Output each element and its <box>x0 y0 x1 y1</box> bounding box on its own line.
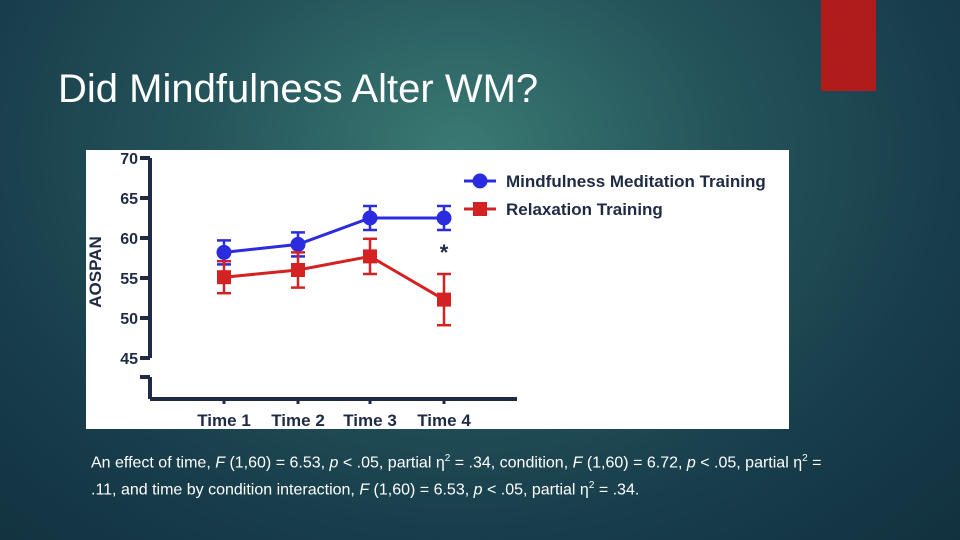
y-tick-label: 65 <box>120 191 138 208</box>
chart-panel: AOSPAN 70 65 60 55 50 45 Time 1 Time 2 Time 3 Tim… <box>86 150 789 429</box>
y-tick-label: 60 <box>120 231 138 248</box>
legend-label-mindfulness: Mindfulness Meditation Training <box>506 172 766 191</box>
slide-title: Did Mindfulness Alter WM? <box>58 66 539 111</box>
y-tick-label: 55 <box>120 271 138 288</box>
relaxation-data-point <box>437 292 451 307</box>
legend-label-relaxation: Relaxation Training <box>506 200 663 219</box>
y-tick-label: 45 <box>120 351 138 368</box>
mindfulness-data-point <box>216 244 232 260</box>
x-tick-label: Time 4 <box>417 411 471 429</box>
chart-svg: AOSPAN 70 65 60 55 50 45 Time 1 Time 2 Time 3 Tim… <box>86 151 766 429</box>
legend-marker-mindfulness <box>472 173 488 189</box>
mindfulness-data-point <box>290 236 306 252</box>
mindfulness-data-point <box>436 210 452 226</box>
mindfulness-series-line <box>223 216 444 254</box>
y-tick-label: 50 <box>120 311 138 328</box>
y-axis-label: AOSPAN <box>86 236 105 307</box>
relaxation-data-point <box>363 249 377 264</box>
x-tick-label: Time 1 <box>197 411 251 429</box>
significance-asterisk: * <box>440 240 449 265</box>
legend-marker-relaxation <box>473 202 487 216</box>
y-tick-label: 70 <box>120 151 138 168</box>
x-tick-label: Time 3 <box>343 411 397 429</box>
relaxation-data-point <box>291 263 305 277</box>
relaxation-series-line <box>223 254 445 301</box>
relaxation-data-point <box>217 270 231 285</box>
statistics-caption: An effect of time, F (1,60) = 6.53, p < … <box>91 453 822 499</box>
x-tick-label: Time 2 <box>271 411 325 429</box>
mindfulness-data-point <box>362 210 378 226</box>
accent-bar <box>821 0 876 91</box>
